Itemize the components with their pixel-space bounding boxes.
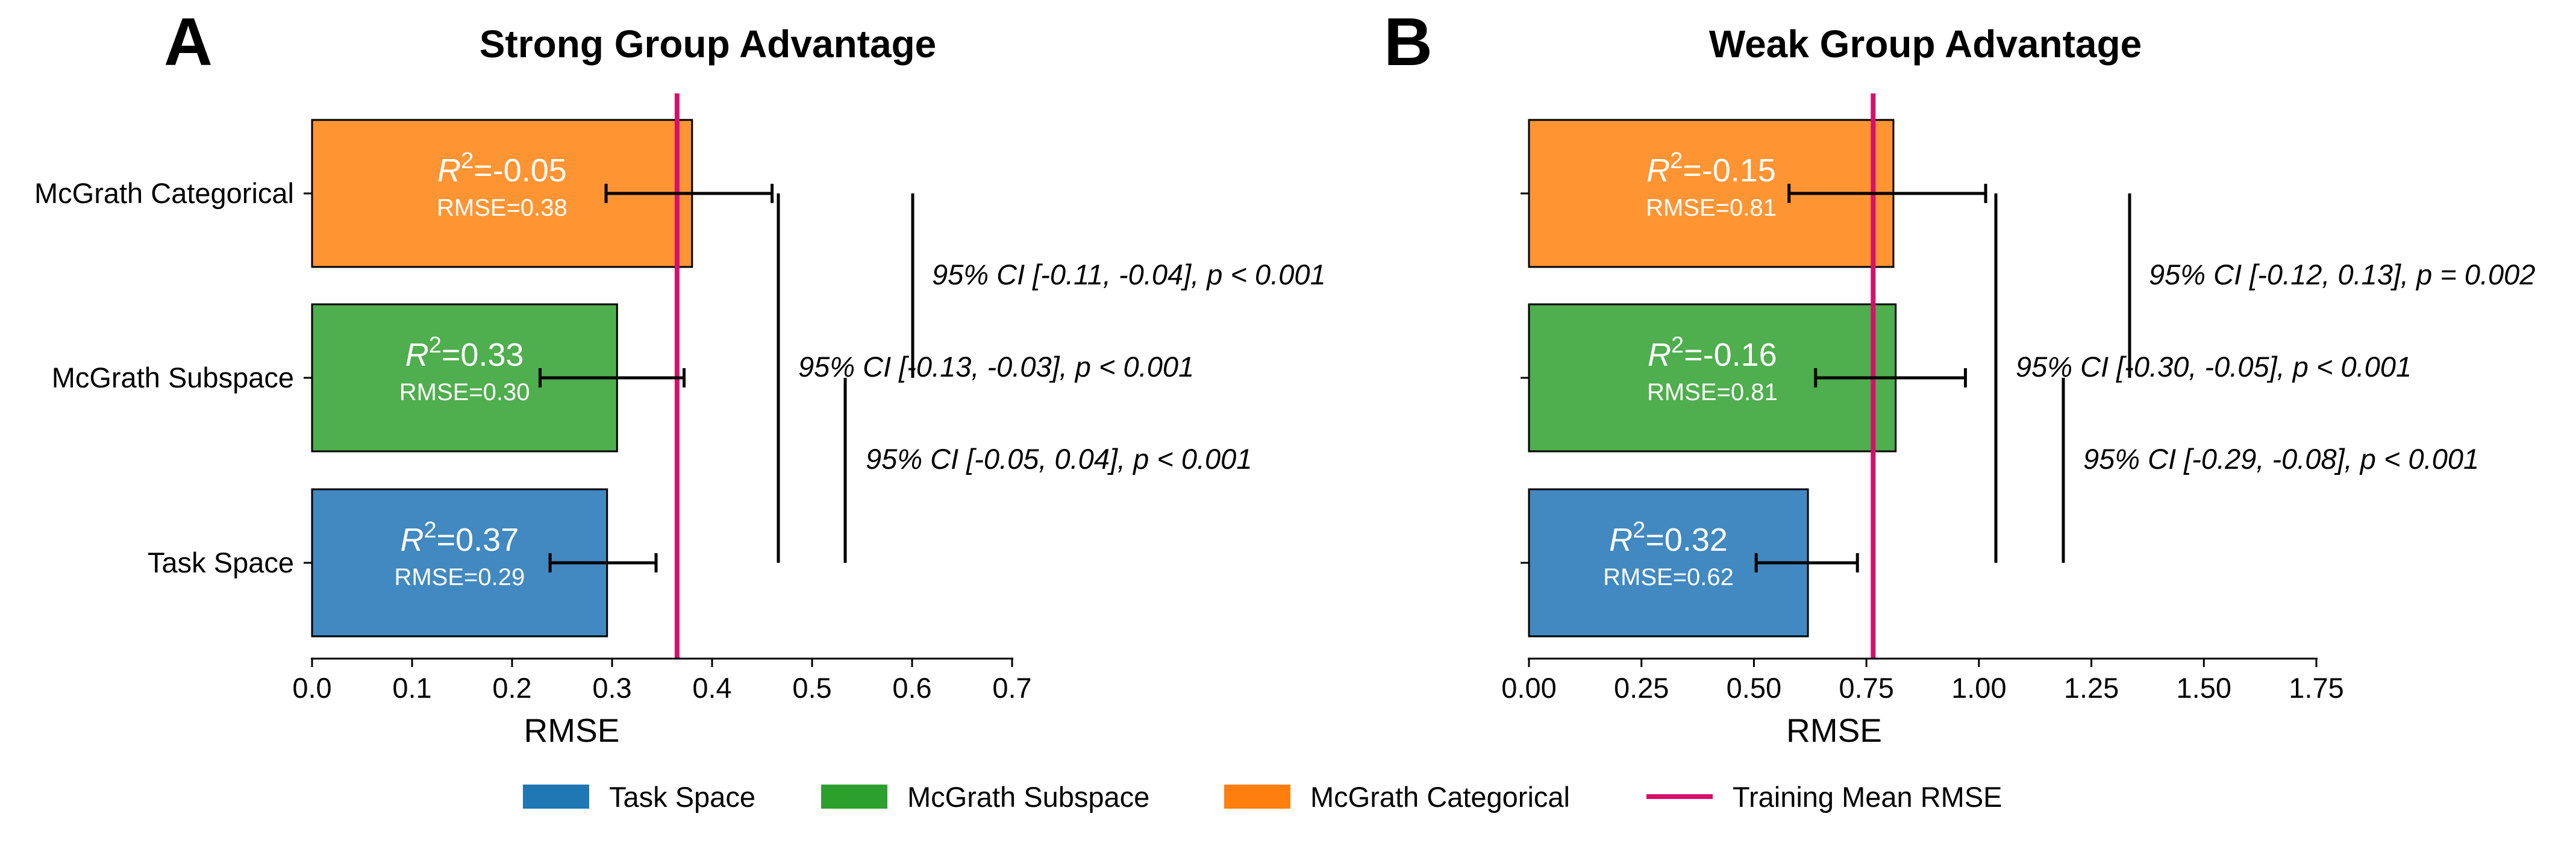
comparison-label: 95% CI [-0.05, 0.04], p < 0.001 bbox=[866, 443, 1252, 475]
rmse-label: RMSE=0.81 bbox=[1646, 195, 1777, 221]
comparison-label: 95% CI [-0.30, -0.05], p < 0.001 bbox=[2016, 351, 2412, 383]
x-tick-label: 0.2 bbox=[492, 672, 531, 704]
chart-title: Strong Group Advantage bbox=[480, 22, 937, 66]
x-tick-label: 0.0 bbox=[292, 672, 331, 704]
category-label: McGrath Categorical bbox=[34, 177, 294, 209]
category-label: McGrath Subspace bbox=[52, 362, 294, 393]
legend-swatch bbox=[523, 785, 589, 809]
x-tick-label: 0.50 bbox=[1727, 672, 1781, 704]
legend: Task Space McGrath Subspace McGrath Catego… bbox=[523, 781, 2002, 813]
x-tick-label: 0.6 bbox=[892, 672, 931, 704]
r2-label: R2=-0.05 bbox=[437, 148, 567, 189]
legend-swatch bbox=[821, 785, 887, 809]
x-tick-label: 1.75 bbox=[2289, 672, 2343, 704]
panel-b: B Weak Group Advantage R2=-0.15 RMSE=0.81 R2… bbox=[1384, 4, 2535, 749]
rmse-label: RMSE=0.62 bbox=[1603, 564, 1734, 591]
legend-label: McGrath Subspace bbox=[907, 781, 1149, 813]
r2-label: R2=-0.16 bbox=[1648, 333, 1777, 373]
r2-label: R2=0.32 bbox=[1609, 518, 1728, 558]
rmse-label: RMSE=0.29 bbox=[394, 564, 525, 591]
r2-label: R2=0.37 bbox=[400, 518, 519, 558]
comparison-label: 95% CI [-0.13, -0.03], p < 0.001 bbox=[798, 351, 1194, 383]
x-tick-label: 0.4 bbox=[692, 672, 731, 704]
legend-label: Training Mean RMSE bbox=[1733, 781, 2002, 813]
comparison-label: 95% CI [-0.12, 0.13], p = 0.002 bbox=[2149, 259, 2535, 290]
panel-a: A Strong Group Advantage McGrath Categoric… bbox=[34, 4, 1326, 749]
comparison-label: 95% CI [-0.29, -0.08], p < 0.001 bbox=[2083, 443, 2479, 475]
x-tick-label: 0.25 bbox=[1614, 672, 1669, 704]
x-tick-label: 1.00 bbox=[1951, 672, 2006, 704]
x-tick-label: 0.5 bbox=[792, 672, 831, 704]
panel-letter: B bbox=[1384, 4, 1433, 80]
panel-letter: A bbox=[164, 4, 213, 80]
legend-swatch bbox=[1224, 785, 1290, 809]
rmse-label: RMSE=0.30 bbox=[399, 379, 530, 406]
x-axis-label: RMSE bbox=[1786, 712, 1882, 749]
rmse-label: RMSE=0.38 bbox=[437, 195, 567, 221]
legend-label: McGrath Categorical bbox=[1310, 781, 1570, 813]
x-tick-label: 1.25 bbox=[2064, 672, 2119, 704]
x-tick-label: 0.00 bbox=[1501, 672, 1556, 704]
category-label: Task Space bbox=[148, 547, 294, 578]
x-tick-label: 0.75 bbox=[1839, 672, 1893, 704]
rmse-label: RMSE=0.81 bbox=[1647, 379, 1778, 406]
legend-label: Task Space bbox=[609, 781, 755, 813]
x-tick-label: 0.3 bbox=[592, 672, 631, 704]
x-tick-label: 1.50 bbox=[2177, 672, 2231, 704]
x-axis-label: RMSE bbox=[524, 712, 620, 749]
r2-label: R2=0.33 bbox=[405, 333, 524, 373]
x-tick-label: 0.7 bbox=[992, 672, 1031, 704]
chart-title: Weak Group Advantage bbox=[1709, 22, 2142, 66]
r2-label: R2=-0.15 bbox=[1646, 148, 1776, 189]
comparison-label: 95% CI [-0.11, -0.04], p < 0.001 bbox=[932, 259, 1326, 290]
x-tick-label: 0.1 bbox=[392, 672, 431, 704]
